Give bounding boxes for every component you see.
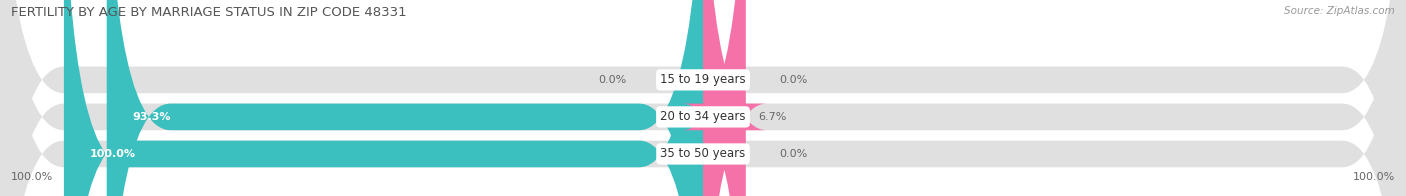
Text: 35 to 50 years: 35 to 50 years (661, 147, 745, 161)
Text: 15 to 19 years: 15 to 19 years (661, 73, 745, 86)
Text: 0.0%: 0.0% (780, 75, 808, 85)
Text: 20 to 34 years: 20 to 34 years (661, 110, 745, 123)
Text: 93.3%: 93.3% (132, 112, 170, 122)
FancyBboxPatch shape (107, 0, 703, 196)
Text: 100.0%: 100.0% (1353, 172, 1395, 182)
Text: 100.0%: 100.0% (90, 149, 135, 159)
Text: 0.0%: 0.0% (598, 75, 626, 85)
FancyBboxPatch shape (682, 0, 766, 196)
Text: Source: ZipAtlas.com: Source: ZipAtlas.com (1284, 6, 1395, 16)
Text: 6.7%: 6.7% (759, 112, 787, 122)
FancyBboxPatch shape (63, 0, 703, 196)
Text: 100.0%: 100.0% (11, 172, 53, 182)
Text: 0.0%: 0.0% (780, 149, 808, 159)
Text: FERTILITY BY AGE BY MARRIAGE STATUS IN ZIP CODE 48331: FERTILITY BY AGE BY MARRIAGE STATUS IN Z… (11, 6, 406, 19)
